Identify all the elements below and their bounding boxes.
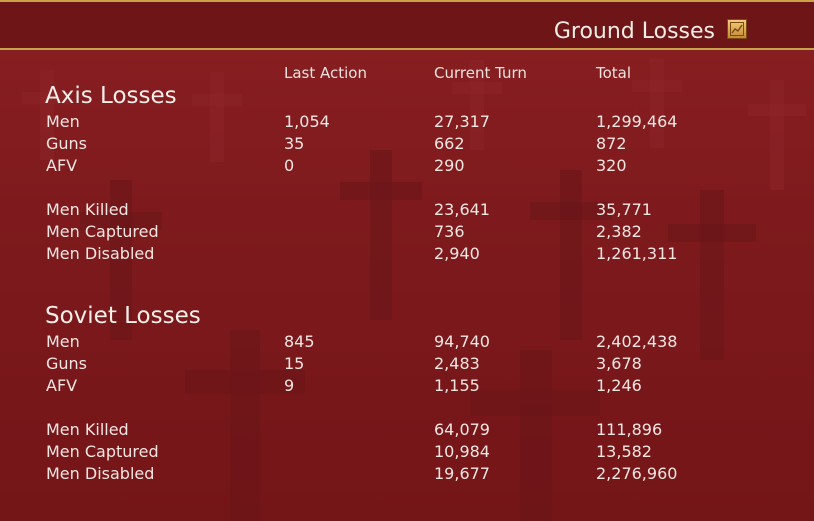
row-label: Men Disabled: [46, 244, 155, 263]
current-turn-value: 2,940: [434, 244, 480, 263]
row-label: Men Captured: [46, 222, 159, 241]
total-value: 111,896: [596, 420, 663, 439]
axis-losses-title: Axis Losses: [45, 83, 177, 109]
total-value: 1,299,464: [596, 112, 678, 131]
current-turn-value: 2,483: [434, 354, 480, 373]
row-label: Guns: [46, 134, 88, 153]
table-row: Men Captured 10,984 13,582: [0, 442, 814, 464]
last-action-value: 845: [284, 332, 315, 351]
table-row: Guns 35 662 872: [0, 134, 814, 156]
current-turn-value: 10,984: [434, 442, 490, 461]
table-row: Men Disabled 19,677 2,276,960: [0, 464, 814, 486]
last-action-value: 15: [284, 354, 305, 373]
row-label: Men: [46, 112, 80, 131]
current-turn-value: 19,677: [434, 464, 490, 483]
total-value: 2,402,438: [596, 332, 678, 351]
current-turn-value: 23,641: [434, 200, 490, 219]
table-row: Men Disabled 2,940 1,261,311: [0, 244, 814, 266]
current-turn-value: 662: [434, 134, 465, 153]
row-label: Men Captured: [46, 442, 159, 461]
total-value: 1,246: [596, 376, 642, 395]
table-row: Guns 15 2,483 3,678: [0, 354, 814, 376]
total-value: 320: [596, 156, 627, 175]
chart-button[interactable]: [727, 19, 747, 39]
col-header-current-turn: Current Turn: [434, 64, 527, 82]
current-turn-value: 1,155: [434, 376, 480, 395]
current-turn-value: 64,079: [434, 420, 490, 439]
current-turn-value: 27,317: [434, 112, 490, 131]
total-value: 2,382: [596, 222, 642, 241]
row-label: Men Killed: [46, 420, 129, 439]
total-value: 35,771: [596, 200, 652, 219]
row-label: Men: [46, 332, 80, 351]
losses-panel: Last Action Current Turn Total Axis Loss…: [0, 52, 814, 521]
total-value: 2,276,960: [596, 464, 678, 483]
table-row: Men 845 94,740 2,402,438: [0, 332, 814, 354]
table-row: AFV 9 1,155 1,246: [0, 376, 814, 398]
table-row: Men Killed 64,079 111,896: [0, 420, 814, 442]
last-action-value: 35: [284, 134, 305, 153]
total-value: 13,582: [596, 442, 652, 461]
header-bar: Ground Losses: [0, 0, 814, 50]
row-label: Guns: [46, 354, 88, 373]
table-row: Men 1,054 27,317 1,299,464: [0, 112, 814, 134]
col-header-last-action: Last Action: [284, 64, 367, 82]
page-title: Ground Losses: [553, 19, 715, 44]
table-row: AFV 0 290 320: [0, 156, 814, 178]
last-action-value: 1,054: [284, 112, 330, 131]
last-action-value: 9: [284, 376, 295, 395]
row-label: AFV: [46, 156, 78, 175]
total-value: 1,261,311: [596, 244, 678, 263]
row-label: Men Killed: [46, 200, 129, 219]
soviet-losses-title: Soviet Losses: [45, 303, 201, 329]
table-row: Men Captured 736 2,382: [0, 222, 814, 244]
row-label: AFV: [46, 376, 78, 395]
total-value: 3,678: [596, 354, 642, 373]
table-row: Men Killed 23,641 35,771: [0, 200, 814, 222]
current-turn-value: 94,740: [434, 332, 490, 351]
chart-icon: [730, 22, 744, 36]
last-action-value: 0: [284, 156, 295, 175]
current-turn-value: 736: [434, 222, 465, 241]
row-label: Men Disabled: [46, 464, 155, 483]
col-header-total: Total: [596, 64, 632, 82]
total-value: 872: [596, 134, 627, 153]
current-turn-value: 290: [434, 156, 465, 175]
